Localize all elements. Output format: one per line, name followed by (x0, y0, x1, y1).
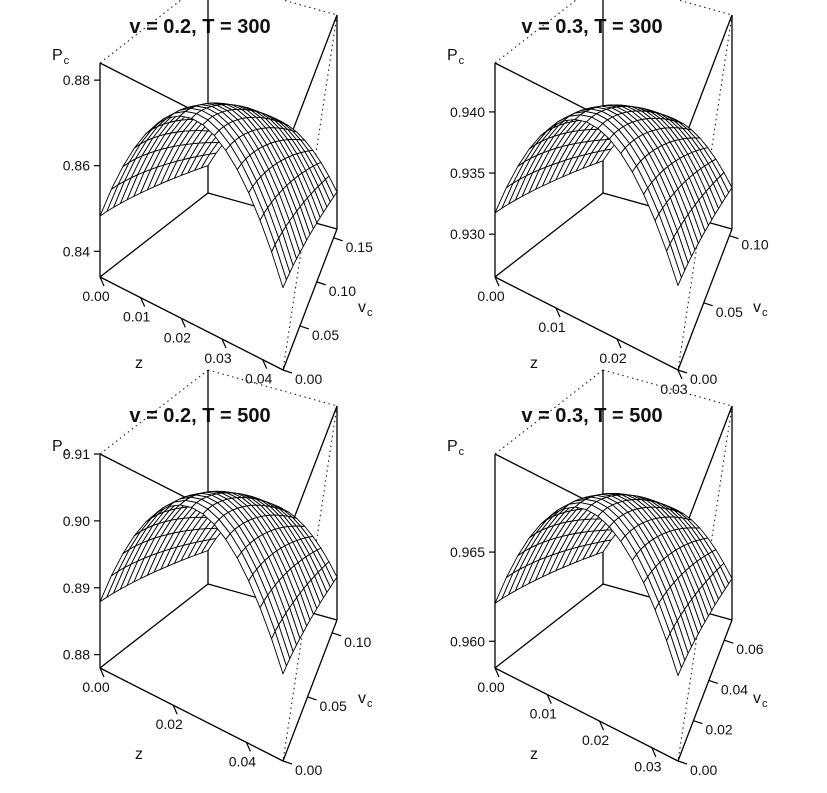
y-tick-label: 0.10 (741, 237, 768, 253)
z-axis-label: Pc (52, 438, 70, 458)
chart-title: v = 0.2, T = 300 (129, 16, 270, 38)
x-tick-label: 0.01 (123, 309, 150, 325)
x-tick-label: 0.02 (156, 716, 183, 732)
y-tick-label: 0.00 (690, 762, 717, 778)
y-axis: 0.00 0.02 0.04 0.06 vc (677, 639, 768, 778)
y-axis: 0.00 0.05 0.10 vc (677, 235, 769, 387)
surface-panel-4: v = 0.3, T = 500 0.960 0.965 Pc 0.00 0.01 0.02… (447, 369, 768, 778)
y-tick-label: 0.05 (716, 304, 743, 320)
chart-title: v = 0.3, T = 500 (521, 405, 662, 427)
y-tick-label: 0.02 (705, 722, 732, 738)
y-axis: 0.00 0.05 0.10 vc (282, 632, 373, 778)
x-tick-label: 0.03 (204, 350, 231, 366)
z-tick-label: 0.84 (63, 243, 90, 259)
x-tick-label: 0.03 (660, 381, 687, 397)
y-tick-label: 0.10 (344, 634, 371, 650)
surface-panel-1: v = 0.2, T = 3000.840.860.88Pc0.000.010.… (52, 0, 373, 387)
x-tick-label: 0.00 (82, 288, 109, 304)
x-tick-label: 0.00 (477, 288, 504, 304)
x-axis-label: z (530, 355, 538, 372)
x-tick-label: 0.02 (164, 329, 191, 345)
z-axis-label: Pc (447, 47, 465, 67)
z-tick-label: 0.965 (450, 544, 485, 560)
y-tick-label: 0.00 (690, 371, 717, 387)
x-tick-label: 0.00 (82, 679, 109, 695)
y-tick-label: 0.05 (312, 327, 339, 343)
z-axis: 0.960 0.965 Pc (447, 438, 495, 649)
y-axis-label: vc (358, 690, 373, 710)
surface-mesh (99, 102, 338, 289)
y-tick-label: 0.00 (295, 762, 322, 778)
x-tick-label: 0.04 (229, 753, 256, 769)
y-tick-label: 0.06 (736, 641, 763, 657)
z-tick-label: 0.88 (63, 72, 90, 88)
y-tick-label: 0.04 (721, 681, 748, 697)
x-axis: 0.00 0.02 0.04 z (82, 667, 256, 769)
z-axis-label: Pc (52, 47, 70, 67)
z-axis-label: Pc (447, 438, 465, 458)
x-axis-label: z (135, 355, 143, 372)
x-axis-label: z (135, 746, 143, 763)
z-tick-label: 0.940 (450, 104, 485, 120)
surface-panel-2: v = 0.3, T = 3000.9300.9350.940Pc0.000.0… (447, 0, 769, 397)
surface-panel-3: v = 0.2, T = 5000.880.890.900.91Pc0.000.… (52, 369, 373, 778)
x-tick-label: 0.00 (477, 679, 504, 695)
x-axis-label: z (530, 746, 538, 763)
x-axis: 0.00 0.01 0.02 0.03 0.04 z (82, 276, 273, 387)
x-tick-label: 0.02 (599, 350, 626, 366)
y-axis-label: vc (753, 690, 768, 710)
surface-mesh (494, 492, 733, 677)
y-tick-label: 0.15 (346, 239, 373, 255)
z-tick-label: 0.960 (450, 633, 485, 649)
y-tick-label: 0.05 (320, 698, 347, 714)
y-axis: 0.00 0.05 0.10 0.15 vc (282, 237, 373, 387)
z-tick-label: 0.86 (63, 158, 90, 174)
x-axis: 0.00 0.01 0.02 0.03 z (477, 667, 662, 775)
x-tick-label: 0.01 (530, 706, 557, 722)
z-tick-label: 0.935 (450, 165, 485, 181)
x-axis: 0.00 0.01 0.02 0.03 z (477, 276, 688, 397)
z-tick-label: 0.88 (63, 647, 90, 663)
z-axis: 0.930 0.935 0.940 Pc (447, 47, 495, 242)
surface-mesh (494, 104, 733, 286)
x-tick-label: 0.04 (245, 371, 272, 387)
z-tick-label: 0.930 (450, 226, 485, 242)
z-axis: 0.84 0.86 0.88 Pc (52, 47, 100, 259)
y-tick-label: 0.10 (329, 283, 356, 299)
x-tick-label: 0.02 (582, 732, 609, 748)
x-tick-label: 0.03 (634, 759, 661, 775)
z-tick-label: 0.91 (63, 446, 90, 462)
chart-title: v = 0.3, T = 300 (521, 16, 662, 38)
surface-mesh (99, 490, 338, 675)
x-tick-label: 0.01 (538, 319, 565, 335)
chart-title: v = 0.2, T = 500 (129, 405, 270, 427)
y-axis-label: vc (358, 299, 373, 319)
z-tick-label: 0.90 (63, 513, 90, 529)
y-axis-label: vc (753, 299, 768, 319)
y-tick-label: 0.00 (295, 371, 322, 387)
z-tick-label: 0.89 (63, 580, 90, 596)
